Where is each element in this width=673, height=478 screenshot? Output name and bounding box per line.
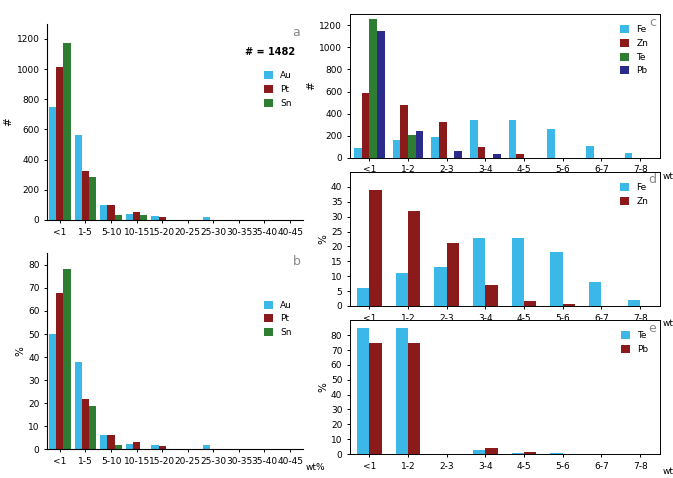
Bar: [551, 453, 563, 454]
Text: b: b: [292, 255, 300, 268]
Bar: [408, 211, 421, 306]
Bar: [100, 435, 108, 449]
Bar: [408, 343, 421, 454]
Bar: [625, 153, 633, 158]
Bar: [509, 120, 516, 158]
Legend: Te, Pb: Te, Pb: [617, 327, 652, 358]
Bar: [89, 405, 96, 449]
Bar: [151, 445, 159, 449]
Bar: [82, 399, 89, 449]
Y-axis label: %: %: [318, 382, 328, 392]
Bar: [203, 445, 210, 449]
Bar: [396, 273, 408, 306]
Bar: [439, 122, 447, 158]
Bar: [563, 304, 575, 306]
Bar: [114, 445, 122, 449]
Bar: [551, 252, 563, 306]
Bar: [361, 93, 369, 158]
Bar: [377, 31, 385, 158]
Bar: [524, 452, 536, 454]
Bar: [357, 288, 369, 306]
Y-axis label: %: %: [318, 234, 328, 244]
Bar: [473, 450, 485, 454]
Text: d: d: [649, 174, 656, 186]
Bar: [547, 129, 555, 158]
Bar: [75, 362, 82, 449]
Bar: [151, 216, 159, 220]
Bar: [369, 190, 382, 306]
Bar: [431, 137, 439, 158]
Text: wt%: wt%: [663, 319, 673, 328]
Bar: [354, 148, 361, 158]
Bar: [126, 444, 133, 449]
Bar: [75, 135, 82, 220]
Y-axis label: #: #: [3, 118, 13, 126]
Legend: Fe, Zn: Fe, Zn: [616, 179, 652, 209]
Bar: [63, 270, 71, 449]
Bar: [516, 154, 524, 158]
Bar: [589, 282, 602, 306]
Bar: [133, 443, 140, 449]
Bar: [369, 19, 377, 158]
Text: wt%: wt%: [663, 172, 673, 181]
Bar: [434, 267, 447, 306]
Bar: [473, 238, 485, 306]
Bar: [357, 328, 369, 454]
Bar: [416, 130, 423, 158]
Bar: [49, 334, 57, 449]
Bar: [126, 214, 133, 220]
Bar: [159, 446, 166, 449]
Bar: [114, 215, 122, 220]
Bar: [478, 147, 485, 158]
Text: c: c: [649, 16, 656, 29]
Bar: [108, 205, 114, 220]
Bar: [369, 343, 382, 454]
Bar: [493, 154, 501, 158]
Text: e: e: [649, 322, 656, 335]
Bar: [628, 300, 640, 306]
Bar: [392, 140, 400, 158]
Bar: [159, 217, 166, 220]
Bar: [485, 285, 498, 306]
Text: a: a: [293, 26, 300, 39]
Bar: [586, 146, 594, 158]
Y-axis label: #: #: [306, 82, 316, 90]
Bar: [408, 135, 416, 158]
Bar: [140, 216, 147, 220]
Y-axis label: %: %: [15, 347, 25, 356]
Legend: Au, Pt, Sn: Au, Pt, Sn: [260, 297, 295, 341]
Text: wt%: wt%: [306, 463, 325, 472]
Bar: [400, 105, 408, 158]
Legend: Au, Pt, Sn: Au, Pt, Sn: [260, 67, 295, 111]
Bar: [396, 328, 408, 454]
Bar: [447, 243, 459, 306]
Bar: [100, 205, 108, 220]
Bar: [63, 43, 71, 220]
Bar: [82, 171, 89, 220]
Bar: [454, 151, 462, 158]
Text: wt%: wt%: [663, 467, 673, 477]
Bar: [57, 293, 63, 449]
Legend: Fe, Zn, Te, Pb: Fe, Zn, Te, Pb: [616, 22, 652, 79]
Bar: [133, 212, 140, 220]
Bar: [57, 67, 63, 220]
Text: # = 1482: # = 1482: [245, 47, 295, 57]
Bar: [49, 107, 57, 220]
Bar: [108, 435, 114, 449]
Bar: [470, 120, 478, 158]
Bar: [511, 453, 524, 454]
Bar: [89, 177, 96, 220]
Bar: [511, 238, 524, 306]
Bar: [203, 217, 210, 220]
Bar: [524, 302, 536, 306]
Bar: [485, 448, 498, 454]
